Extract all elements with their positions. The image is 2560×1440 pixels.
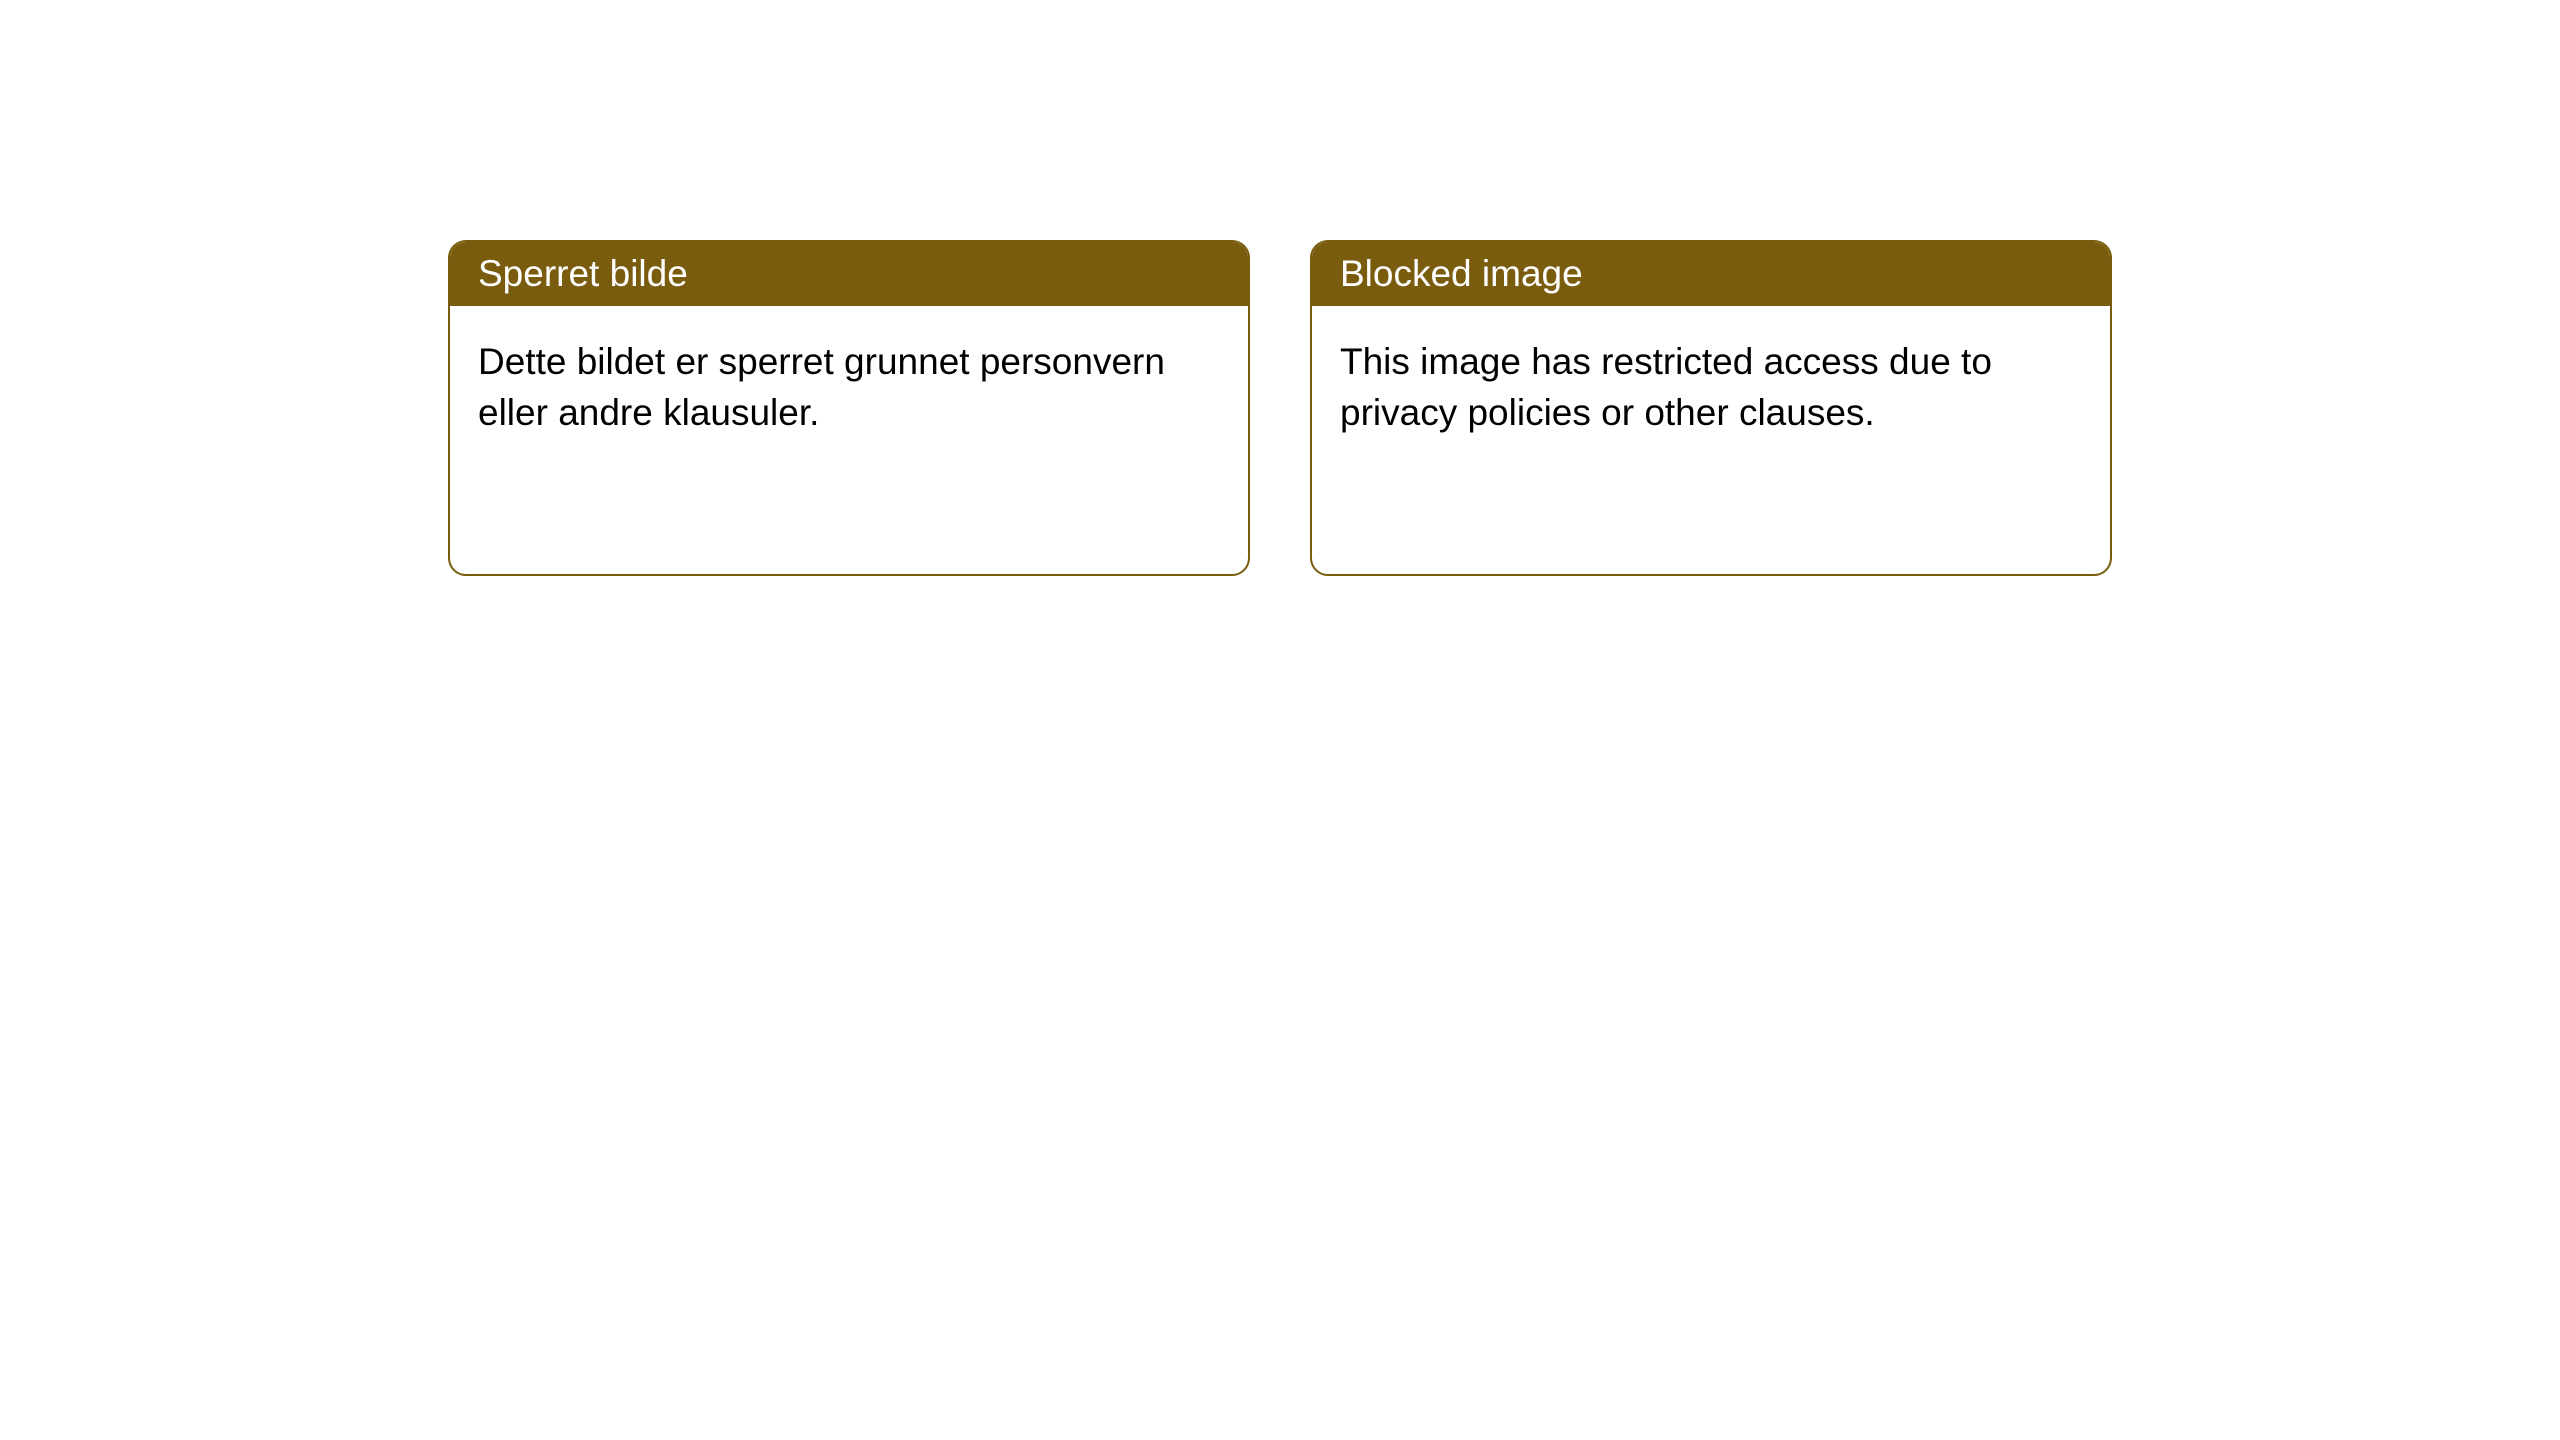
notice-body: Dette bildet er sperret grunnet personve… — [450, 306, 1248, 468]
notice-header: Sperret bilde — [450, 242, 1248, 306]
notice-container: Sperret bilde Dette bildet er sperret gr… — [0, 0, 2560, 576]
notice-card-english: Blocked image This image has restricted … — [1310, 240, 2112, 576]
notice-card-norwegian: Sperret bilde Dette bildet er sperret gr… — [448, 240, 1250, 576]
notice-body: This image has restricted access due to … — [1312, 306, 2110, 468]
notice-header: Blocked image — [1312, 242, 2110, 306]
